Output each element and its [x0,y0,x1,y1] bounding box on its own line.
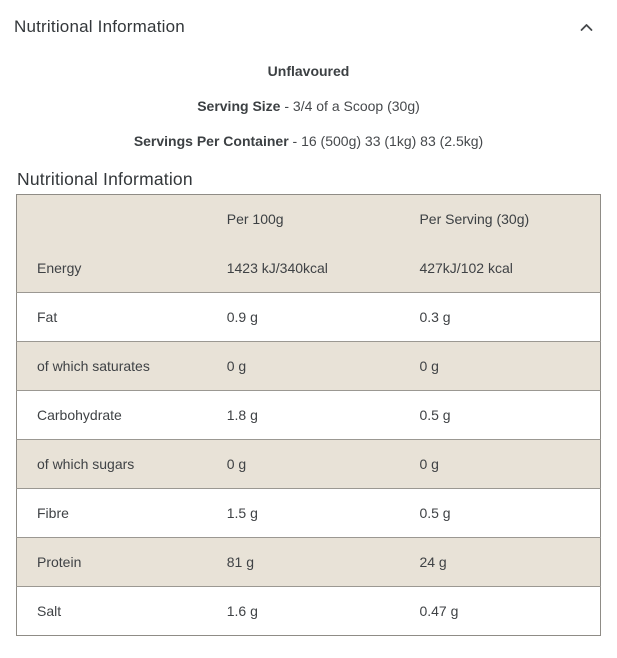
table-row: of which sugars 0 g 0 g [16,439,601,489]
nutrient-per-serving: 0 g [419,358,439,374]
nutrient-label: Fat [37,309,58,325]
table-row: Energy 1423 kJ/340kcal 427kJ/102 kcal [16,243,601,293]
nutrient-per-serving: 0.5 g [419,407,451,423]
table-title: Nutritional Information [17,169,193,189]
flavour-name: Unflavoured [267,63,350,79]
table-header-row: Per 100g Per Serving (30g) [16,194,601,244]
collapse-button[interactable] [576,19,597,36]
nutrient-per-serving: 0.5 g [419,505,451,521]
header-cell-per-100g: Per 100g [226,211,284,228]
servings-per-container-value: - 16 (500g) 33 (1kg) 83 (2.5kg) [292,133,484,149]
nutrient-label: Carbohydrate [37,407,122,423]
nutrition-table: Per 100g Per Serving (30g) Energy 1423 k… [16,194,601,636]
nutrient-per-100g: 0 g [226,456,247,472]
table-row: Fibre 1.5 g 0.5 g [16,488,601,538]
table-row: Fat 0.9 g 0.3 g [16,292,601,342]
nutrition-table-section: Nutritional Information Per 100g Per Ser… [0,169,617,636]
nutrient-per-serving: 427kJ/102 kcal [419,259,513,276]
nutrient-per-100g: 81 g [226,554,254,570]
serving-size-label: Serving Size [197,98,281,114]
nutrient-per-serving: 0.3 g [419,309,451,325]
nutrient-per-100g: 0.9 g [226,309,258,325]
nutrient-label: Energy [37,259,82,276]
chevron-up-icon [580,23,593,31]
accordion-title: Nutritional Information [14,17,185,36]
nutrient-per-serving: 0.47 g [419,603,459,619]
header-cell-per-serving: Per Serving (30g) [419,211,530,228]
header-cell-empty [17,195,227,244]
table-row: Salt 1.6 g 0.47 g [16,586,601,636]
nutritional-info-accordion-header[interactable]: Nutritional Information [0,0,617,50]
table-row: Protein 81 g 24 g [16,537,601,587]
nutrient-label: of which sugars [37,456,135,472]
nutrient-per-serving: 24 g [419,554,447,570]
nutrient-per-100g: 1.5 g [226,505,258,521]
nutrient-label: Salt [37,603,62,619]
servings-per-container-label: Servings Per Container [133,133,289,149]
nutrient-per-serving: 0 g [419,456,439,472]
servings-per-container-line: Servings Per Container - 16 (500g) 33 (1… [0,134,617,148]
nutrient-label: of which saturates [37,358,150,374]
table-row: Carbohydrate 1.8 g 0.5 g [16,390,601,440]
serving-size-line: Serving Size - 3/4 of a Scoop (30g) [0,99,617,113]
serving-info-block: Unflavoured Serving Size - 3/4 of a Scoo… [0,64,617,148]
nutrient-per-100g: 1.6 g [226,603,258,619]
table-row: of which saturates 0 g 0 g [16,341,601,391]
nutrient-per-100g: 1423 kJ/340kcal [226,259,328,276]
flavour-line: Unflavoured [0,64,617,78]
serving-size-value: - 3/4 of a Scoop (30g) [284,98,420,114]
nutrient-per-100g: 0 g [226,358,247,374]
nutrient-per-100g: 1.8 g [226,407,258,423]
nutrient-label: Protein [37,554,82,570]
nutrient-label: Fibre [37,505,69,521]
